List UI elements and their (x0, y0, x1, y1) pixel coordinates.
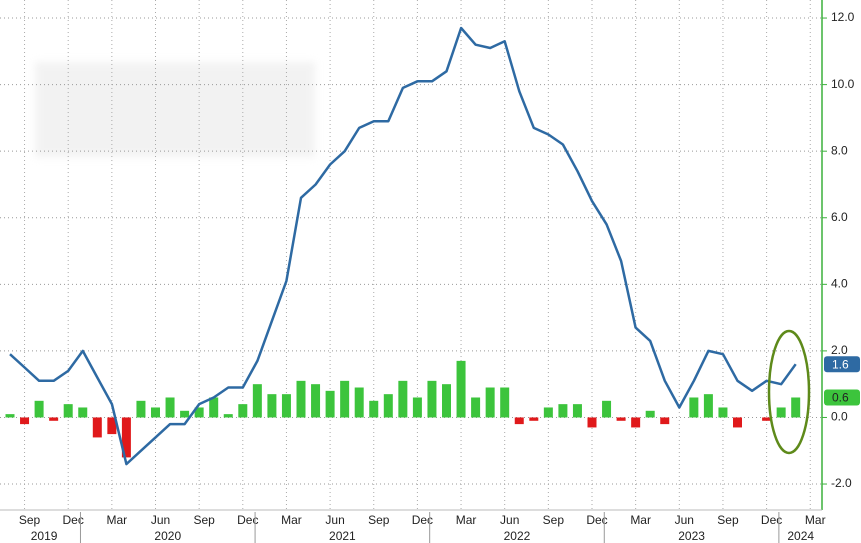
year-label: 2020 (154, 529, 181, 543)
bar (252, 384, 262, 418)
y-tick-label: 6.0 (831, 210, 848, 224)
bar (398, 380, 408, 418)
y-tick-label: 4.0 (831, 276, 848, 290)
bar (78, 407, 88, 418)
x-tick-label: Jun (325, 513, 344, 527)
bar (427, 380, 437, 418)
y-tick-label: 2.0 (831, 343, 848, 357)
bar (471, 397, 481, 418)
bar (543, 407, 553, 418)
y-tick-label: 10.0 (831, 77, 855, 91)
value-badge (824, 356, 860, 373)
bar (267, 394, 277, 418)
x-tick-label: Dec (412, 513, 433, 527)
highlight-ellipse (767, 329, 811, 455)
bar (485, 387, 495, 418)
bar (412, 397, 422, 418)
bar (558, 404, 568, 418)
bar (383, 394, 393, 418)
x-tick-label: Dec (586, 513, 607, 527)
bar (514, 417, 524, 425)
bar (194, 407, 204, 418)
bar (165, 397, 175, 418)
year-label: 2023 (678, 529, 705, 543)
year-label: 2021 (329, 529, 356, 543)
y-tick-label: 8.0 (831, 143, 848, 157)
bar (660, 417, 670, 425)
x-tick-label: Mar (107, 513, 128, 527)
bar (180, 410, 190, 418)
x-tick-label: Sep (368, 513, 390, 527)
bar (645, 410, 655, 418)
bar (63, 404, 73, 418)
bar (572, 404, 582, 418)
x-tick-label: Jun (675, 513, 694, 527)
bar (762, 417, 772, 421)
grid (0, 0, 822, 510)
y-tick-label: -2.0 (831, 476, 852, 490)
bar (223, 414, 233, 418)
bar (325, 390, 335, 418)
year-label: 2022 (504, 529, 531, 543)
x-tick-label: Mar (456, 513, 477, 527)
bar (616, 417, 626, 421)
bar (369, 400, 379, 418)
bar (340, 380, 350, 418)
x-tick-label: Dec (237, 513, 258, 527)
x-tick-label: Sep (717, 513, 739, 527)
bar (34, 400, 44, 418)
plot-area (5, 26, 801, 466)
bar (442, 384, 451, 418)
x-tick-label: Mar (630, 513, 651, 527)
bar (296, 380, 306, 418)
value-badge (824, 389, 860, 406)
bar (151, 407, 160, 418)
bar (49, 417, 59, 421)
bar (791, 397, 801, 418)
value-label: 0.6 (832, 391, 849, 405)
bar (718, 407, 728, 418)
bar (5, 414, 15, 418)
x-tick-label: Jun (500, 513, 519, 527)
value-label: 1.6 (832, 357, 849, 371)
bar (354, 387, 364, 418)
x-tick-label: Dec (63, 513, 84, 527)
x-tick-label: Jun (151, 513, 170, 527)
y-tick-label: 0.0 (831, 410, 848, 424)
bar (733, 417, 742, 428)
bar (602, 400, 612, 418)
bar (92, 417, 102, 438)
bar (776, 407, 786, 418)
year-label: 2024 (787, 529, 814, 543)
x-tick-label: Dec (761, 513, 782, 527)
bar (20, 417, 30, 425)
bar (136, 400, 146, 418)
bar (209, 397, 219, 418)
bar (107, 417, 117, 435)
bar (500, 387, 510, 418)
watermark (35, 62, 315, 157)
bar (703, 394, 713, 418)
x-tick-label: Sep (543, 513, 565, 527)
x-tick-label: Mar (805, 513, 826, 527)
x-tick-label: Sep (193, 513, 215, 527)
line (9, 26, 797, 466)
x-tick-label: Sep (19, 513, 41, 527)
bar (456, 360, 466, 418)
bar (631, 417, 641, 428)
bar (311, 384, 321, 418)
bar (238, 404, 248, 418)
bar (281, 394, 291, 418)
bar (689, 397, 699, 418)
y-tick-label: 12.0 (831, 10, 855, 24)
x-tick-label: Mar (281, 513, 302, 527)
bar (587, 417, 597, 428)
bar (529, 417, 539, 421)
bar (121, 417, 131, 458)
year-label: 2019 (31, 529, 58, 543)
